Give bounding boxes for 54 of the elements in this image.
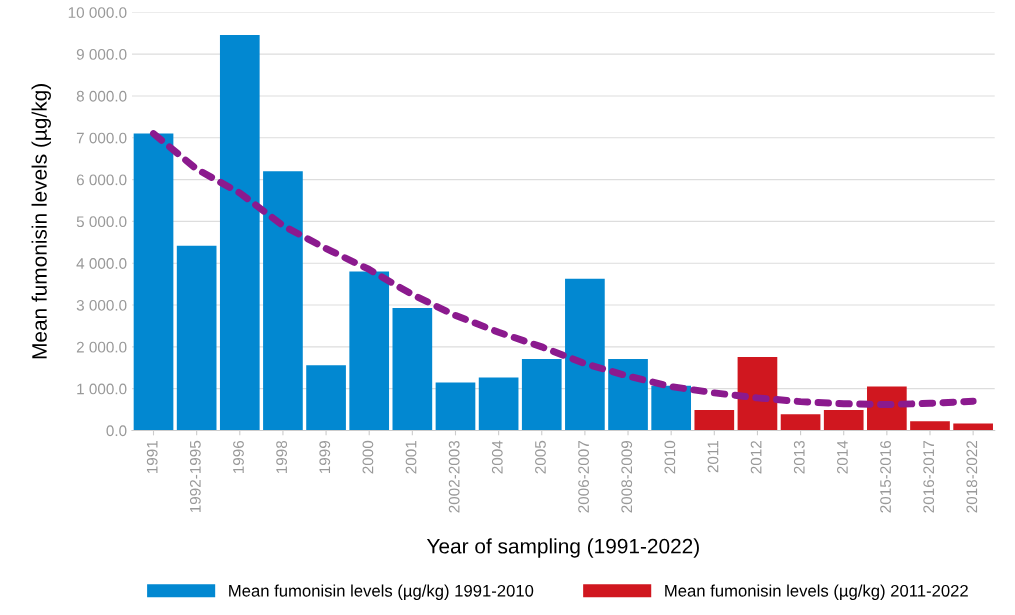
bar [435, 382, 476, 431]
x-tick-label: 1999 [319, 440, 331, 474]
x-tick-label: 2014 [837, 440, 848, 474]
y-tick-label: 4 000.0 [76, 258, 127, 269]
x-tick-label: 2001 [405, 440, 417, 474]
y-tick-label: 8 000.0 [76, 90, 127, 102]
y-axis-title: Mean fumonisin levels (µg/kg) [31, 84, 51, 359]
bar [651, 385, 692, 431]
y-tick-label: 1 000.0 [77, 383, 127, 395]
x-tick-label: 2008-2009 [621, 440, 633, 513]
bar [565, 278, 605, 431]
y-tick-label: 5 000.0 [76, 216, 127, 228]
x-tick-label: 2010 [664, 440, 676, 474]
x-tick-label: 2000 [362, 440, 374, 474]
x-tick-label: 2015-2016 [880, 440, 891, 513]
x-tick-label: 2002-2003 [448, 440, 460, 513]
legend-label: Mean fumonisin levels (µg/kg) 2011-2022 [665, 584, 968, 600]
x-tick-label: 1992-1995 [189, 440, 201, 513]
bar [910, 421, 950, 431]
bar [219, 34, 260, 431]
x-tick-label: 1998 [276, 440, 288, 474]
x-tick-label: 2004 [491, 440, 503, 474]
x-tick-label: 2006-2007 [578, 440, 589, 513]
y-tick-label: 2 000.0 [76, 341, 127, 353]
bar [306, 365, 346, 431]
x-axis-title: Year of sampling (1991-2022) [426, 538, 699, 558]
bar [392, 307, 433, 431]
bar [133, 133, 174, 431]
y-tick-label: 3 000.0 [76, 299, 127, 311]
y-tick-label: 6 000.0 [76, 174, 127, 186]
bar [780, 414, 821, 431]
x-tick-label: 1996 [233, 440, 244, 474]
y-tick-label: 10 000.0 [68, 7, 127, 18]
x-tick-label: 2012 [750, 440, 762, 474]
x-tick-label: 2018-2022 [966, 440, 978, 513]
x-tick-label: 2016-2017 [923, 440, 935, 513]
bar [349, 271, 390, 431]
x-tick-label: 1991 [146, 440, 158, 474]
bar [953, 423, 993, 431]
bar [521, 358, 562, 431]
y-tick-label: 0.0 [106, 425, 127, 437]
bar [608, 358, 648, 431]
y-tick-label: 7 000.0 [76, 132, 127, 144]
bar [694, 410, 735, 431]
x-tick-label: 2013 [793, 440, 805, 474]
bar [823, 410, 864, 431]
y-tick-label: 9 000.0 [76, 48, 127, 60]
x-tick-label: 2005 [535, 440, 546, 474]
bar [263, 171, 303, 431]
bar [737, 356, 778, 431]
legend-label: Mean fumonisin levels (µg/kg) 1991-2010 [229, 584, 534, 600]
bar [478, 377, 519, 431]
bar [176, 245, 217, 431]
x-tick-label: 2011 [707, 440, 719, 473]
